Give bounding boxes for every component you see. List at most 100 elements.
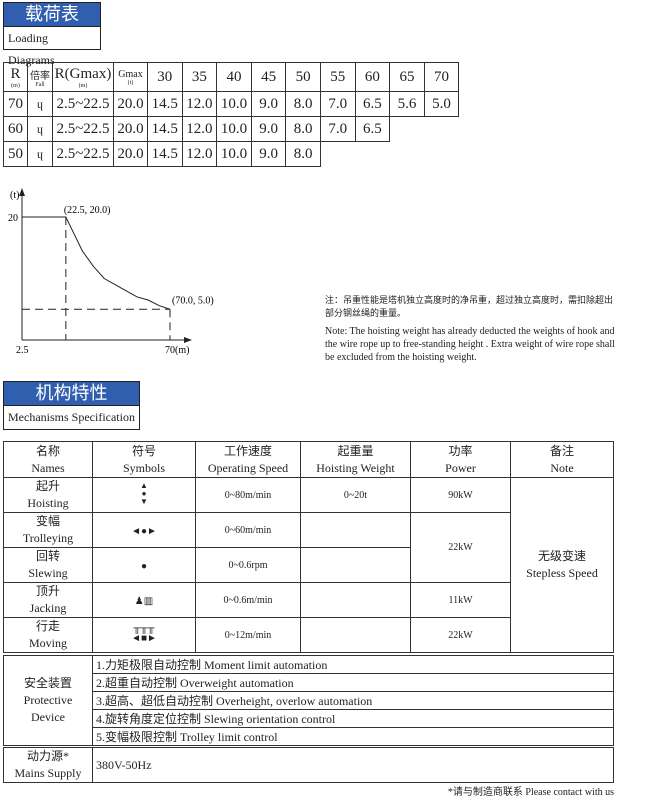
mech-name: 行走 Moving <box>4 618 93 653</box>
hoisting-weight <box>301 618 411 653</box>
note-en: Note: The hoisting weight has already de… <box>325 325 615 364</box>
power: 11kW <box>411 583 511 618</box>
gmax-value: 20.0 <box>114 117 148 142</box>
mech-name-cn: 顶升 <box>36 584 60 598</box>
mains-label: 动力源*Mains Supply <box>4 748 93 783</box>
hoisting-weight: 0~20t <box>301 478 411 513</box>
r-label: R <box>10 66 20 82</box>
gmax-label: Gmax <box>118 69 142 80</box>
gmax-unit: (t) <box>114 80 147 86</box>
header-cn: 名称 <box>36 444 60 458</box>
mains-label-en: Mains Supply <box>14 766 81 780</box>
load-value: 9.0 <box>251 92 286 117</box>
radius-header: 55 <box>320 63 355 92</box>
protective-item: 1.力矩极限自动控制 Moment limit automation <box>93 656 614 674</box>
power: 22kW <box>411 618 511 653</box>
power: 22kW <box>411 513 511 583</box>
header-en: Symbols <box>123 461 165 475</box>
mech-header: 备注 Note <box>511 442 614 478</box>
r-unit: (m) <box>4 83 27 89</box>
header-en: Note <box>550 461 573 475</box>
protective-item: 4.旋转角度定位控制 Slewing orientation control <box>93 710 614 728</box>
hook-icon: ɥ <box>28 142 53 167</box>
loading-title-cn: 载荷表 <box>3 2 101 27</box>
mech-title-en: Mechanisms Specification <box>3 405 140 430</box>
radius-header: 45 <box>251 63 286 92</box>
point-annotation: (70.0, 5.0) <box>172 295 214 306</box>
load-value: 14.5 <box>148 142 183 167</box>
hook-icon: ɥ <box>28 117 53 142</box>
radius-header: 40 <box>217 63 252 92</box>
header-cn: 备注 <box>550 444 574 458</box>
jacking-icon: ♟▥ <box>93 583 196 618</box>
protective-item: 5.变幅极限控制 Trolley limit control <box>93 728 614 746</box>
mech-name-en: Moving <box>29 636 67 650</box>
slewing-icon: ● <box>93 548 196 583</box>
footer-note: *请与制造商联系 Please contact with us <box>448 783 614 798</box>
rgmax-value: 2.5~22.5 <box>53 92 114 117</box>
operating-speed: 0~0.6m/min <box>196 583 301 618</box>
radius-header: 70 <box>424 63 459 92</box>
load-value: 7.0 <box>320 92 355 117</box>
mech-name-cn: 变幅 <box>36 514 60 528</box>
gmax-value: 20.0 <box>114 92 148 117</box>
jib-length: 60 <box>4 117 28 142</box>
mech-name-en: Slewing <box>28 566 67 580</box>
y-tick-label: 20 <box>8 213 18 224</box>
load-value: 5.6 <box>390 92 425 117</box>
note-en-label: Stepless Speed <box>526 566 598 580</box>
rg-unit: (m) <box>53 83 113 89</box>
y-axis-arrow-icon <box>19 188 25 196</box>
load-value: 6.5 <box>355 117 390 142</box>
jib-length: 50 <box>4 142 28 167</box>
load-curve <box>22 217 170 309</box>
trolleying-icon: ◄●► <box>93 513 196 548</box>
header-cn: 功率 <box>448 444 472 458</box>
operating-speed: 0~0.6rpm <box>196 548 301 583</box>
note-cn-label: 无级变速 <box>538 549 586 563</box>
mech-note: 无级变速 Stepless Speed <box>511 478 614 653</box>
x-tick-label: 70(m) <box>165 345 189 356</box>
jib-length: 70 <box>4 92 28 117</box>
protective-label-cn: 安全装置 <box>24 676 72 690</box>
header-rgmax: R(Gmax)(m) <box>53 63 114 92</box>
load-value: 9.0 <box>251 142 286 167</box>
header-en: Hoisting Weight <box>316 461 394 475</box>
mech-name-cn: 行走 <box>36 619 60 633</box>
radius-header: 65 <box>390 63 425 92</box>
radius-header: 30 <box>148 63 183 92</box>
radius-header: 50 <box>286 63 321 92</box>
hook-icon: ɥ <box>28 92 53 117</box>
header-r: R(m) <box>4 63 28 92</box>
load-value: 12.0 <box>182 117 217 142</box>
x-tick-label: 2.5 <box>16 345 29 356</box>
load-value: 5.0 <box>424 92 459 117</box>
mech-name-cn: 起升 <box>36 479 60 493</box>
y-axis-label: (t) <box>10 190 19 201</box>
load-value: 10.0 <box>217 142 252 167</box>
header-en: Power <box>445 461 476 475</box>
load-value: 10.0 <box>217 117 252 142</box>
rg-label: R(Gmax) <box>55 66 112 82</box>
load-value: 12.0 <box>182 92 217 117</box>
load-value: 7.0 <box>320 117 355 142</box>
hoisting-weight <box>301 583 411 618</box>
protective-label-en1: Protective <box>24 693 73 707</box>
rgmax-value: 2.5~22.5 <box>53 142 114 167</box>
hoisting-icon: ▲●▼ <box>93 478 196 513</box>
note-cn: 注：吊重性能是塔机独立高度时的净吊重，超过独立高度时，需扣除超出部分钢丝绳的重量… <box>325 295 615 321</box>
load-value: 12.0 <box>182 142 217 167</box>
operating-speed: 0~12m/min <box>196 618 301 653</box>
